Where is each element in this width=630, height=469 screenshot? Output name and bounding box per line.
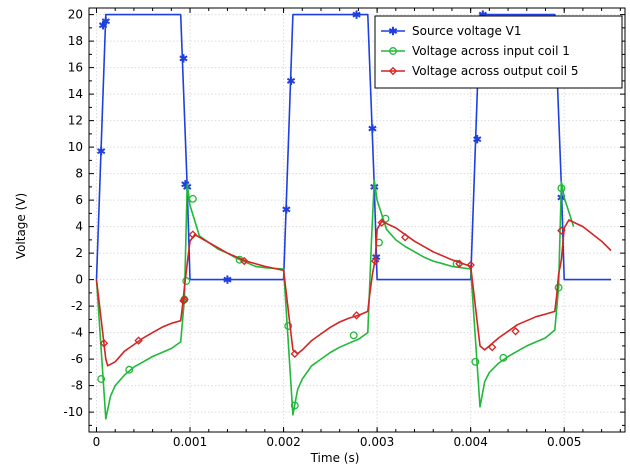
y-tick-label: -4 bbox=[71, 326, 83, 340]
asterisk-stroke bbox=[388, 28, 398, 34]
data-point bbox=[371, 256, 380, 266]
x-tick-label: 0.003 bbox=[360, 435, 394, 449]
legend-entry: Source voltage V1 bbox=[381, 24, 522, 38]
y-tick-label: -10 bbox=[63, 405, 83, 419]
plot-series bbox=[95, 10, 612, 420]
y-tick-label: 10 bbox=[68, 140, 83, 154]
data-point bbox=[557, 226, 566, 235]
asterisk-stroke bbox=[223, 276, 232, 283]
legend-entry: Voltage across input coil 1 bbox=[381, 44, 570, 58]
data-point bbox=[282, 205, 291, 214]
data-point bbox=[455, 259, 464, 268]
legend-entry: Voltage across output coil 5 bbox=[381, 64, 579, 78]
asterisk-stroke bbox=[179, 55, 188, 62]
y-tick-label: -8 bbox=[71, 379, 83, 393]
data-point bbox=[381, 214, 390, 223]
y-tick-label: 4 bbox=[75, 220, 83, 234]
y-tick-label: -2 bbox=[71, 299, 83, 313]
asterisk-stroke bbox=[282, 206, 291, 213]
asterisk-stroke bbox=[368, 125, 377, 132]
data-point bbox=[284, 322, 293, 330]
asterisk-stroke bbox=[101, 18, 110, 25]
data-point bbox=[290, 401, 299, 410]
y-tick-label: 16 bbox=[68, 61, 83, 75]
asterisk-stroke bbox=[473, 136, 482, 143]
data-point bbox=[368, 124, 377, 133]
x-axis-title: Time (s) bbox=[310, 451, 360, 465]
y-tick-label: 18 bbox=[68, 34, 83, 48]
data-point bbox=[290, 349, 300, 359]
legend-label: Voltage across input coil 1 bbox=[412, 44, 570, 58]
data-point bbox=[223, 275, 232, 284]
y-tick-label: 14 bbox=[68, 87, 83, 101]
data-point bbox=[97, 146, 106, 156]
data-point bbox=[352, 311, 361, 320]
x-tick-label: 0.004 bbox=[453, 435, 487, 449]
asterisk-stroke bbox=[97, 148, 106, 155]
legend: Source voltage V1 Voltage across input co… bbox=[374, 15, 623, 89]
y-tick-label: -6 bbox=[71, 352, 83, 366]
legend-marker bbox=[388, 26, 398, 36]
data-point bbox=[452, 259, 461, 268]
y-tick-label: 12 bbox=[68, 114, 83, 128]
x-tick-label: 0.005 bbox=[547, 435, 581, 449]
data-point bbox=[134, 336, 143, 345]
data-point bbox=[487, 342, 497, 352]
y-axis-title: Voltage (V) bbox=[14, 193, 28, 259]
legend-marker bbox=[389, 47, 397, 55]
legend-label: Voltage across output coil 5 bbox=[412, 64, 579, 78]
data-point bbox=[554, 283, 563, 292]
y-tick-label: 6 bbox=[75, 193, 83, 207]
y-tick-label: 20 bbox=[68, 8, 83, 22]
data-point bbox=[125, 365, 134, 374]
plot-frame bbox=[88, 7, 626, 433]
series-line bbox=[95, 219, 612, 367]
data-point bbox=[473, 134, 482, 144]
series-2 bbox=[95, 179, 575, 420]
data-point bbox=[557, 184, 566, 193]
data-point bbox=[349, 331, 358, 340]
y-tick-label: 2 bbox=[75, 246, 83, 260]
asterisk-stroke bbox=[352, 11, 361, 18]
data-point bbox=[188, 194, 197, 203]
data-point bbox=[499, 353, 508, 362]
data-point bbox=[101, 17, 110, 26]
data-point bbox=[240, 256, 249, 266]
asterisk-stroke bbox=[286, 77, 296, 84]
y-tick-label: 0 bbox=[75, 273, 83, 287]
data-point bbox=[352, 10, 361, 19]
data-point bbox=[466, 260, 475, 270]
y-tick-label: 8 bbox=[75, 167, 83, 181]
x-tick-label: 0.001 bbox=[173, 435, 207, 449]
data-point bbox=[97, 375, 106, 383]
x-tick-label: 0.002 bbox=[266, 435, 300, 449]
data-point bbox=[99, 339, 109, 348]
data-point bbox=[511, 327, 520, 336]
legend-label: Source voltage V1 bbox=[412, 24, 522, 38]
axes: 0 0.001 0.002 0.003 0.004 0.005 -10 -8 -6 -4 -2 0 2 4… bbox=[63, 7, 626, 449]
legend-box bbox=[374, 15, 623, 89]
legend-marker bbox=[388, 66, 398, 76]
data-point bbox=[471, 357, 480, 366]
x-tick-label: 0 bbox=[93, 435, 101, 449]
data-point bbox=[180, 295, 189, 304]
data-point bbox=[377, 218, 387, 227]
data-point bbox=[179, 54, 188, 63]
data-point bbox=[286, 76, 296, 86]
data-point bbox=[400, 233, 410, 242]
data-point bbox=[188, 230, 198, 239]
series-3 bbox=[95, 218, 612, 367]
